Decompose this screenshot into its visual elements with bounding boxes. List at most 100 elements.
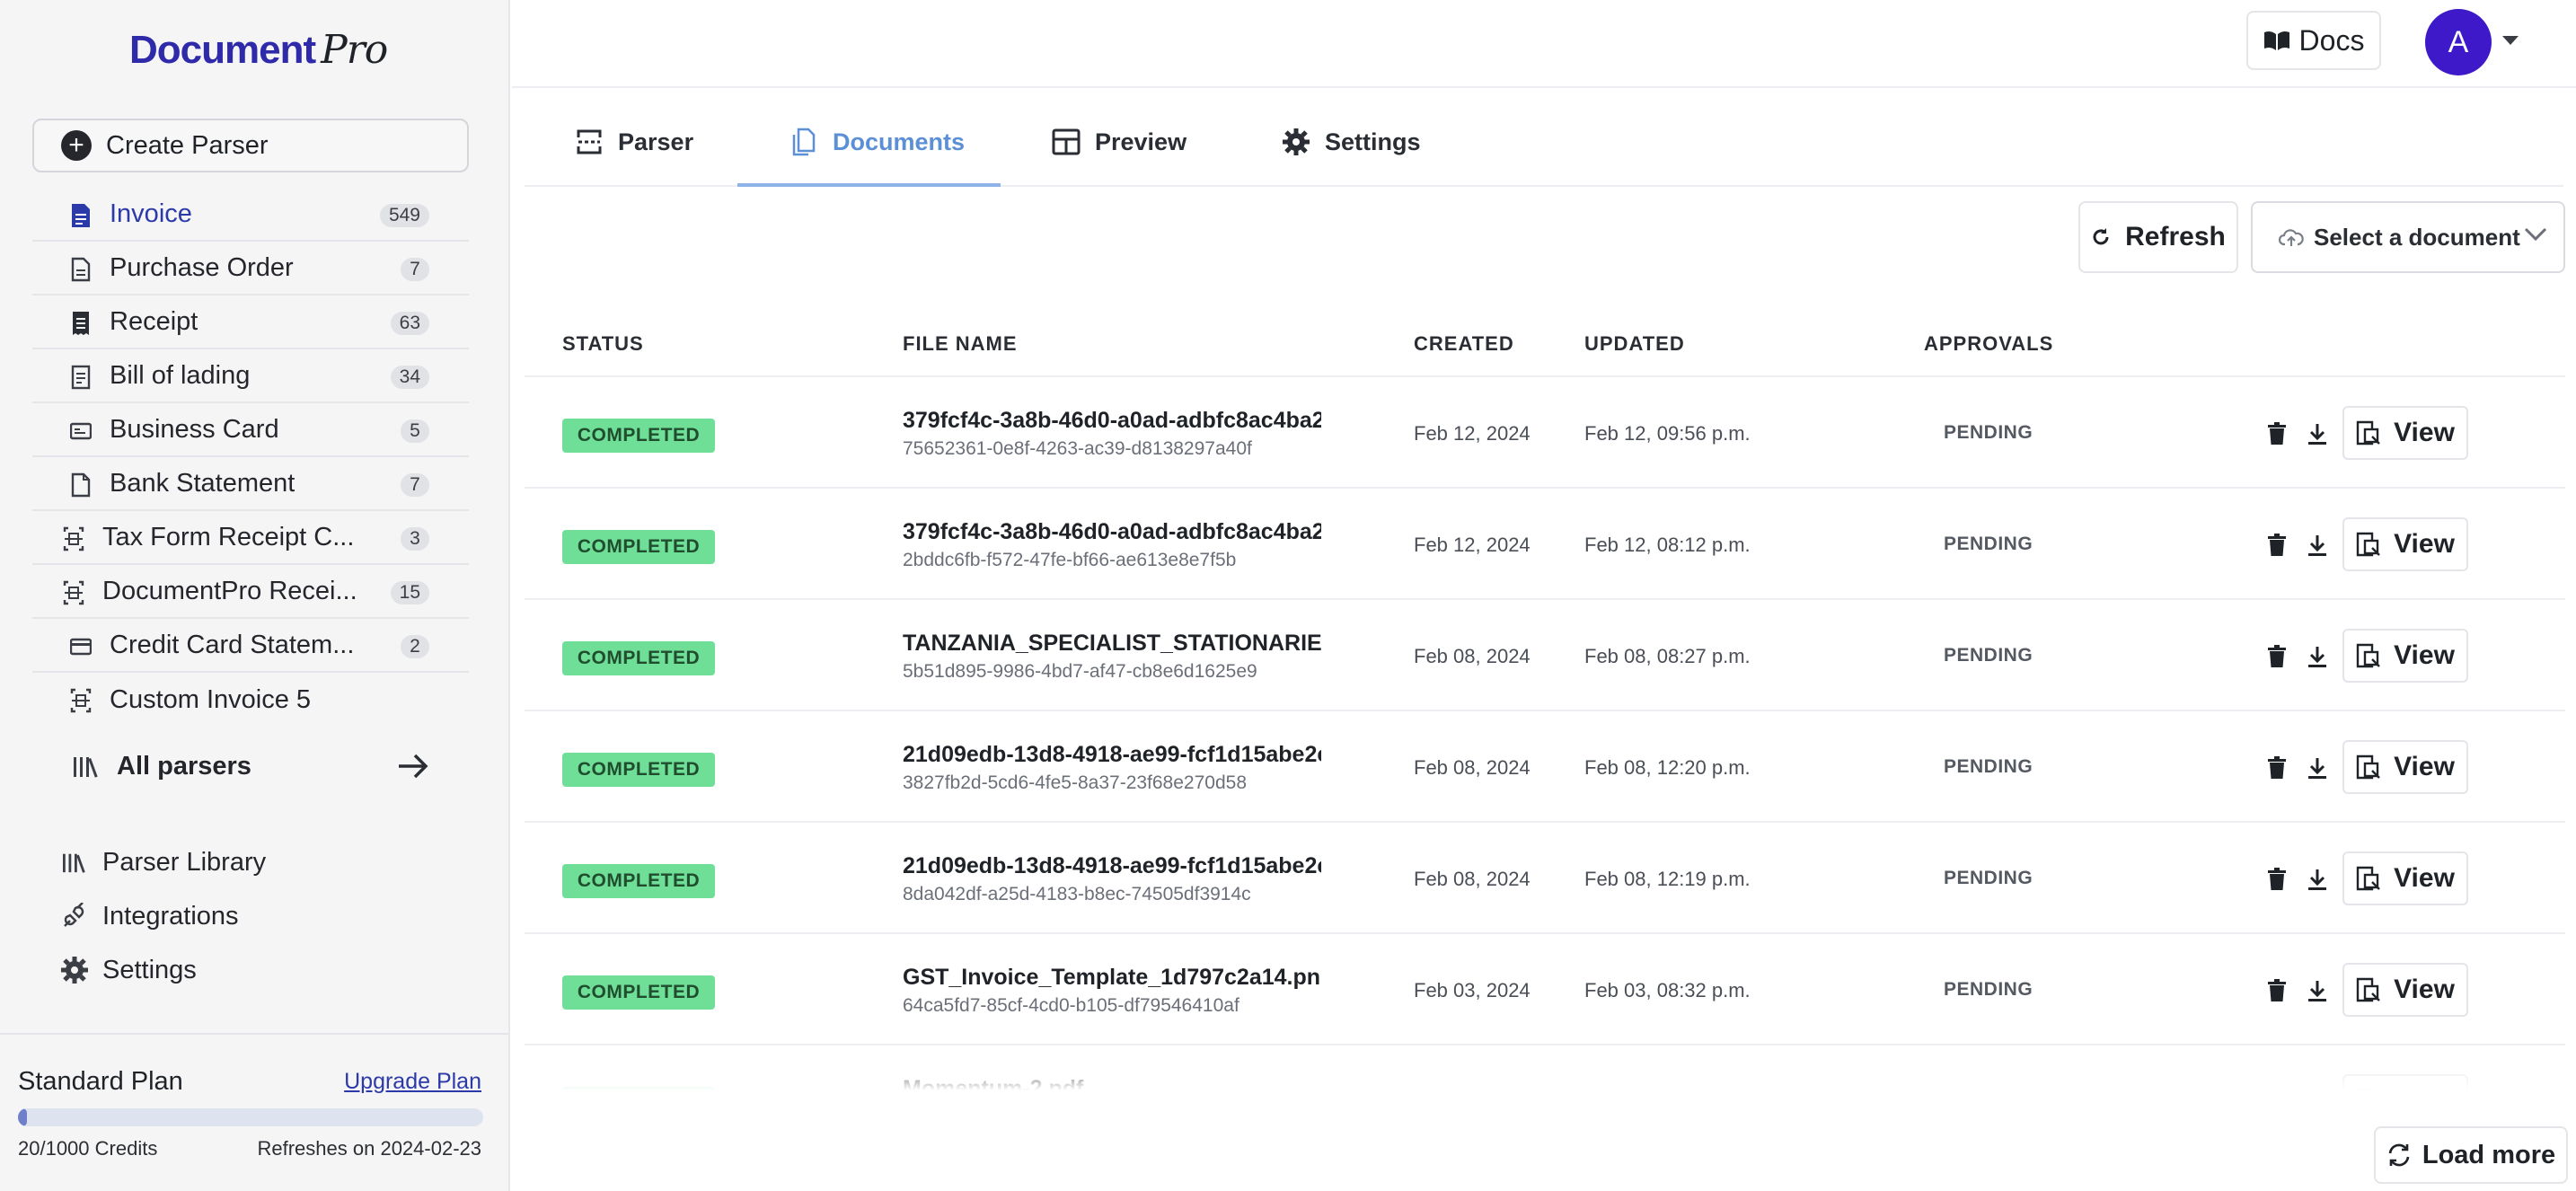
created-date: Feb 08, 2024 [1414,645,1531,667]
column-header-created[interactable]: CREATED [1414,332,1514,355]
refresh-button[interactable]: Refresh [2078,201,2238,273]
file-name[interactable]: 379fcf4c-3a8b-46d0-a0ad-adbfc8ac4ba2.pdf [903,519,1321,544]
file-name[interactable]: 21d09edb-13d8-4918-ae99-fcf1d15abe2e [903,853,1321,878]
view-label: View [2394,752,2455,781]
view-button[interactable]: View [2342,963,2468,1017]
upgrade-plan-link[interactable]: Upgrade Plan [344,1069,481,1094]
select-document-dropdown[interactable]: Select a document [2251,201,2565,273]
sidebar-item-business-card[interactable]: Business Card 5 [32,403,469,457]
tab-preview[interactable]: Preview [1052,97,1187,187]
file-id: 8da042df-a25d-4183-b8ec-74505df3914c [903,884,1251,904]
table-row[interactable]: COMPLETED TANZANIA_SPECIALIST_STATIONARI… [525,600,2565,711]
sidebar-item-receipt[interactable]: Receipt 63 [32,296,469,349]
sidebar-item-credit-card-statement[interactable]: Credit Card Statem... 2 [32,619,469,673]
settings-label: Settings [102,955,197,984]
select-document-label: Select a document [2314,223,2520,251]
view-button[interactable]: View [2342,629,2468,683]
view-label: View [2394,529,2455,559]
sidebar-item-tax-form-receipt[interactable]: Tax Form Receipt C... 3 [32,511,469,565]
column-header-updated[interactable]: UPDATED [1584,332,1685,355]
file-name[interactable]: 21d09edb-13d8-4918-ae99-fcf1d15abe2e [903,742,1321,767]
documents-icon [790,128,818,156]
updated-date: Feb 08, 12:19 p.m. [1584,868,1751,890]
grid-icon [1052,128,1081,156]
scan-icon [70,688,92,713]
tab-parser[interactable]: Parser [575,97,693,187]
tab-settings[interactable]: Settings [1282,97,1421,187]
trash-icon[interactable] [2267,645,2287,668]
approval-status: PENDING [1944,645,2033,666]
trash-icon[interactable] [2267,422,2287,446]
table-row[interactable]: COMPLETED 379fcf4c-3a8b-46d0-a0ad-adbfc8… [525,489,2565,600]
count-badge: 549 [379,204,429,227]
table-header: STATUS FILE NAME CREATED UPDATED APPROVA… [525,313,2565,377]
download-icon[interactable] [2307,534,2328,557]
status-badge: COMPLETED [562,864,715,898]
sidebar-item-label: Purchase Order [110,252,294,282]
plan-panel: Standard Plan Upgrade Plan 20/1000 Credi… [0,1033,508,1191]
view-button[interactable]: View [2342,740,2468,794]
column-header-file-name[interactable]: FILE NAME [903,332,1018,355]
view-document-icon [2356,643,2380,668]
credits-progress-bar [18,1108,483,1126]
active-tab-indicator [737,183,1001,187]
trash-icon[interactable] [2267,979,2287,1002]
cloud-upload-icon [2278,229,2304,246]
sidebar-item-custom-invoice-5[interactable]: Custom Invoice 5 [32,673,469,727]
table-body: COMPLETED 379fcf4c-3a8b-46d0-a0ad-adbfc8… [525,377,2565,1103]
status-badge: COMPLETED [562,975,715,1010]
sidebar-item-invoice[interactable]: Invoice 549 [32,188,469,242]
caret-down-icon[interactable] [2502,36,2519,45]
tab-label: Preview [1095,128,1187,155]
view-document-icon [2356,866,2380,891]
approval-status: PENDING [1944,868,2033,888]
plug-icon [59,901,90,931]
column-header-status[interactable]: STATUS [562,332,644,355]
bill-icon [71,365,91,390]
all-parsers-link[interactable]: All parsers [72,744,431,789]
parser-library-link[interactable]: Parser Library [59,835,266,889]
trash-icon[interactable] [2267,756,2287,780]
settings-link[interactable]: Settings [59,943,266,997]
view-button[interactable]: View [2342,851,2468,905]
count-badge: 2 [401,635,429,658]
updated-date: Feb 08, 12:20 p.m. [1584,756,1751,779]
tab-documents[interactable]: Documents [790,97,965,187]
table-row[interactable]: COMPLETED 379fcf4c-3a8b-46d0-a0ad-adbfc8… [525,377,2565,489]
integrations-link[interactable]: Integrations [59,889,266,943]
sidebar-item-bank-statement[interactable]: Bank Statement 7 [32,457,469,511]
logo[interactable]: Document Pro [129,27,388,73]
gear-icon [1282,128,1310,156]
download-icon[interactable] [2307,979,2328,1002]
view-button[interactable]: View [2342,517,2468,571]
docs-button[interactable]: Docs [2246,11,2381,70]
sidebar-item-purchase-order[interactable]: Purchase Order 7 [32,242,469,296]
table-row[interactable]: COMPLETED 21d09edb-13d8-4918-ae99-fcf1d1… [525,711,2565,823]
view-button[interactable]: View [2342,406,2468,460]
file-id: 5b51d895-9986-4bd7-af47-cb8e6d1625e9 [903,661,1257,682]
count-badge: 15 [390,581,429,604]
download-icon[interactable] [2307,756,2328,780]
file-id: 2bddc6fb-f572-47fe-bf66-ae613e8e7f5b [903,550,1237,570]
download-icon[interactable] [2307,645,2328,668]
file-name[interactable]: TANZANIA_SPECIALIST_STATIONARIES_2 [903,631,1321,656]
column-header-approvals[interactable]: APPROVALS [1924,332,2054,355]
trash-icon[interactable] [2267,534,2287,557]
count-badge: 5 [401,419,429,443]
refresh-date-text: Refreshes on 2024-02-23 [257,1137,482,1160]
create-parser-button[interactable]: + Create Parser [32,119,469,172]
trash-icon[interactable] [2267,868,2287,891]
avatar[interactable]: A [2425,9,2492,75]
download-icon[interactable] [2307,868,2328,891]
load-more-button[interactable]: Load more [2374,1126,2568,1184]
table-row[interactable]: COMPLETED 21d09edb-13d8-4918-ae99-fcf1d1… [525,823,2565,934]
created-date: Feb 08, 2024 [1414,868,1531,890]
download-icon[interactable] [2307,422,2328,446]
file-name[interactable]: GST_Invoice_Template_1d797c2a14.png [903,965,1321,990]
sidebar-item-bill-of-lading[interactable]: Bill of lading 34 [32,349,469,403]
table-row[interactable]: COMPLETED GST_Invoice_Template_1d797c2a1… [525,934,2565,1045]
tab-label: Settings [1325,128,1421,155]
sidebar-item-documentpro-receipt[interactable]: DocumentPro Recei... 15 [32,565,469,619]
file-name[interactable]: 379fcf4c-3a8b-46d0-a0ad-adbfc8ac4ba2.pdf [903,408,1321,433]
